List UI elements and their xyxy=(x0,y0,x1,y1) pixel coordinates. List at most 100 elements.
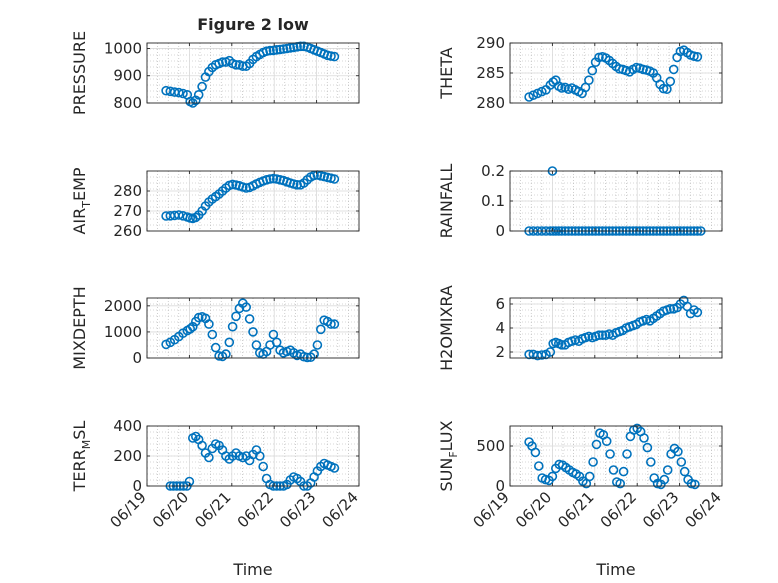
y-tick-label: 280 xyxy=(476,94,505,112)
axes-box xyxy=(146,42,360,104)
y-axis-label: MIXDEPTH xyxy=(70,286,89,369)
y-axis-label: THETA xyxy=(437,47,456,99)
data-point xyxy=(530,447,541,458)
data-point xyxy=(618,466,629,477)
data-point xyxy=(329,51,340,62)
data-point xyxy=(668,64,679,75)
data-point xyxy=(614,64,625,74)
data-point xyxy=(673,446,683,457)
data-point xyxy=(692,307,703,318)
x-tick-label: 06/24 xyxy=(682,488,725,531)
panel-rainfall: 0 0.1 0.2 RAINFALL xyxy=(437,162,723,240)
x-tick-label: 06/20 xyxy=(149,488,192,531)
data-point xyxy=(214,351,224,361)
data-point xyxy=(285,43,296,53)
y-tick-label: 1000 xyxy=(104,39,142,57)
data-point xyxy=(556,83,567,93)
data-point xyxy=(282,43,292,54)
x-tick-label: 06/19 xyxy=(470,488,513,531)
data-point xyxy=(545,347,556,357)
y-tick-label: 0 xyxy=(495,222,505,240)
axes-box xyxy=(509,425,723,487)
x-tick-label: 06/20 xyxy=(512,488,555,531)
panel-terr-msl: 0 200 400 06/19 06/20 06/21 06/22 06/23 06/24 TER… xyxy=(70,417,362,579)
y-tick-label: 400 xyxy=(113,417,142,435)
data-point xyxy=(584,75,594,85)
data-point xyxy=(587,65,598,76)
data-point xyxy=(231,60,241,70)
data-point xyxy=(191,212,201,223)
x-tick-label: 06/21 xyxy=(554,488,597,531)
data-point xyxy=(329,319,340,329)
data-point xyxy=(536,350,547,360)
y-tick-label: 2 xyxy=(495,343,505,361)
data-point xyxy=(265,45,275,56)
data-point xyxy=(638,64,648,75)
data-point xyxy=(261,46,272,57)
panel-air-temp: 260 270 280 AIRTEMP xyxy=(70,167,360,240)
data-point xyxy=(597,330,608,341)
x-tick-label: 06/24 xyxy=(319,488,362,531)
y-tick-label: 2000 xyxy=(104,297,142,315)
y-tick-label: 285 xyxy=(476,64,505,82)
data-point xyxy=(204,452,214,463)
data-point xyxy=(258,461,269,472)
data-point xyxy=(227,321,238,332)
data-point xyxy=(193,90,204,100)
panel-sun-flux: 0 500 06/19 06/20 06/21 06/22 06/23 06/24 SUNFLU… xyxy=(437,420,725,579)
x-tick-label: 06/23 xyxy=(276,488,319,531)
x-axis-label: Time xyxy=(595,560,635,579)
x-axis-label: Time xyxy=(232,560,272,579)
x-tick-label: 06/22 xyxy=(597,488,640,531)
data-point xyxy=(665,303,676,314)
data-point xyxy=(271,337,282,348)
data-point xyxy=(591,439,602,450)
data-point xyxy=(278,44,289,54)
data-point xyxy=(326,51,336,61)
data-point xyxy=(251,340,262,350)
y-tick-label: 0 xyxy=(495,477,505,495)
data-point xyxy=(639,433,649,443)
y-tick-label: 270 xyxy=(113,202,142,220)
y-tick-label: 1000 xyxy=(104,323,142,341)
y-axis-label: SUNFLUX xyxy=(437,420,460,491)
data-point xyxy=(244,314,255,324)
data-point xyxy=(662,465,673,475)
y-tick-label: 0 xyxy=(132,349,142,367)
data-point xyxy=(622,449,632,459)
y-tick-label: 500 xyxy=(476,437,505,455)
y-tick-label: 260 xyxy=(113,222,142,240)
chart-title: Figure 2 low xyxy=(197,15,309,34)
y-tick-label: 290 xyxy=(476,34,505,52)
data-point xyxy=(315,324,326,335)
y-axis-label: RAINFALL xyxy=(437,164,456,239)
data-point xyxy=(665,76,676,87)
panel-theta: 280 285 290 THETA xyxy=(437,34,723,112)
axes-box xyxy=(146,170,360,232)
y-axis-label: PRESSURE xyxy=(70,31,89,115)
data-point xyxy=(268,329,279,340)
y-tick-label: 800 xyxy=(113,94,142,112)
data-point xyxy=(210,342,221,353)
data-point xyxy=(178,88,188,99)
data-point xyxy=(292,180,302,190)
data-point xyxy=(528,90,539,100)
data-point xyxy=(679,466,690,477)
x-tick-label: 06/23 xyxy=(639,488,682,531)
panel-mixdepth: 0 1000 2000 MIXDEPTH xyxy=(70,286,360,370)
data-point xyxy=(329,463,340,473)
data-point xyxy=(227,179,238,190)
data-point xyxy=(248,327,258,337)
x-tick-label: 06/22 xyxy=(234,488,277,531)
data-point xyxy=(197,81,207,92)
data-point xyxy=(594,52,604,63)
y-tick-label: 200 xyxy=(113,447,142,465)
data-point xyxy=(204,319,214,329)
data-point xyxy=(254,451,265,461)
data-point xyxy=(642,442,653,453)
data-point xyxy=(662,84,672,94)
data-point xyxy=(692,51,703,62)
data-point xyxy=(188,321,198,332)
data-point xyxy=(588,457,598,467)
